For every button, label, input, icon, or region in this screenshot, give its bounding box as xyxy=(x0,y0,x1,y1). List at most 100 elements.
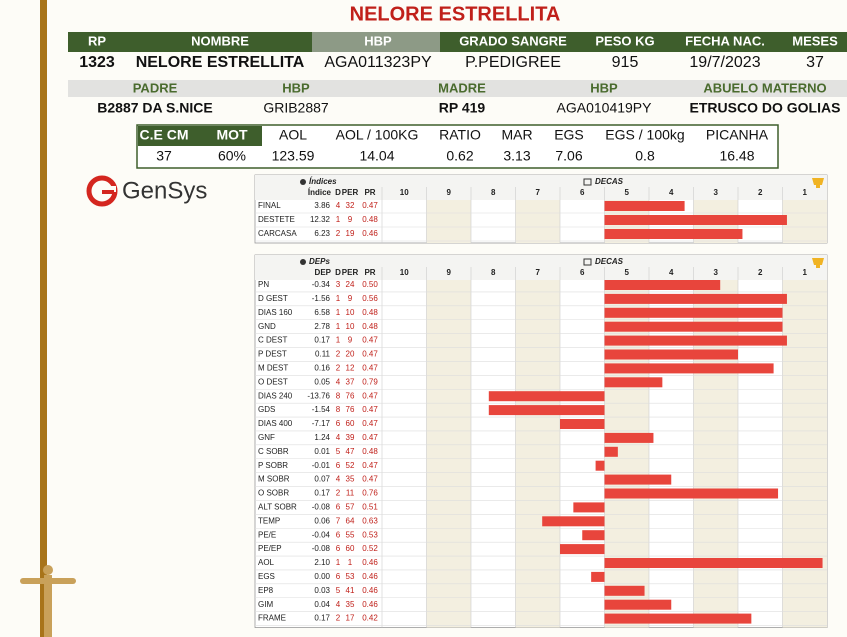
deca-label: 1 xyxy=(803,268,808,277)
animal-value: 1323 xyxy=(79,54,115,71)
row-value: -0.08 xyxy=(312,503,331,512)
row-value: -0.01 xyxy=(312,461,331,470)
bar xyxy=(560,544,605,555)
deca-label: 6 xyxy=(580,188,585,197)
row-value: 0.17 xyxy=(314,489,330,498)
row-d: 2 xyxy=(336,614,341,623)
parents-value: RP 419 xyxy=(439,100,486,116)
bar xyxy=(604,613,752,624)
bar xyxy=(604,201,685,211)
deca-label: 6 xyxy=(580,268,585,277)
row-d: 3 xyxy=(336,280,341,289)
row-pr: 0.47 xyxy=(362,391,378,400)
row-value: 0.00 xyxy=(314,572,330,581)
row-pr: 0.46 xyxy=(362,558,378,567)
row-value: 0.07 xyxy=(314,475,330,484)
row-value: 0.05 xyxy=(314,377,330,386)
parents-header: MADRE xyxy=(438,80,486,95)
row-d: 6 xyxy=(336,461,341,470)
row-per: 35 xyxy=(346,600,355,609)
row-per: 1 xyxy=(348,558,353,567)
row-value: -0.08 xyxy=(312,544,331,553)
row-per: 60 xyxy=(346,419,355,428)
row-d: 6 xyxy=(336,530,341,539)
measures-header: MAR xyxy=(501,127,532,143)
measures-header: C.E CM xyxy=(140,127,189,143)
row-name: DIAS 160 xyxy=(258,308,293,317)
row-name: FRAME xyxy=(258,614,286,623)
animal-header: RP xyxy=(88,33,106,48)
animal-value: NELORE ESTRELLITA xyxy=(136,54,305,71)
row-value: 12.32 xyxy=(310,215,331,224)
row-d: 4 xyxy=(336,600,341,609)
measures-value: 123.59 xyxy=(272,148,315,164)
side-stripe xyxy=(40,0,47,637)
row-pr: 0.47 xyxy=(362,364,378,373)
row-per: 47 xyxy=(346,447,355,456)
row-d: 6 xyxy=(336,544,341,553)
decas-icon xyxy=(583,178,592,186)
deca-label: 7 xyxy=(536,188,541,197)
bar xyxy=(591,571,605,582)
parents-header: HBP xyxy=(282,80,310,95)
bar xyxy=(604,363,774,374)
row-name: M SOBR xyxy=(258,475,290,484)
row-name: P DEST xyxy=(258,350,287,359)
row-per: 12 xyxy=(346,364,355,373)
row-pr: 0.79 xyxy=(362,377,378,386)
deca-label: 9 xyxy=(447,268,452,277)
row-d: 6 xyxy=(336,572,341,581)
measures-header: EGS / 100kg xyxy=(605,127,684,143)
deca-label: 7 xyxy=(536,268,541,277)
row-name: O SOBR xyxy=(258,489,289,498)
measures-value: 16.48 xyxy=(719,148,754,164)
animal-header: MESES xyxy=(792,33,838,48)
row-name: C SOBR xyxy=(258,447,289,456)
bar xyxy=(604,335,787,346)
row-value: 0.17 xyxy=(314,614,330,623)
row-name: M DEST xyxy=(258,364,288,373)
row-value: 0.17 xyxy=(314,336,330,345)
animal-header: FECHA NAC. xyxy=(685,33,765,48)
row-value: -0.04 xyxy=(312,530,331,539)
row-d: 4 xyxy=(336,377,341,386)
decas-title: DECAS xyxy=(595,177,624,186)
row-name: FINAL xyxy=(258,201,281,210)
row-per: 32 xyxy=(346,201,355,210)
row-pr: 0.47 xyxy=(362,405,378,414)
row-per: 52 xyxy=(346,461,355,470)
measures-header: MOT xyxy=(216,127,248,143)
row-name: PE/E xyxy=(258,530,276,539)
row-pr: 0.48 xyxy=(362,322,378,331)
row-per: 41 xyxy=(346,586,355,595)
row-pr: 0.46 xyxy=(362,572,378,581)
measures-header-bg xyxy=(138,126,262,146)
row-name: AOL xyxy=(258,558,275,567)
row-pr: 0.76 xyxy=(362,489,378,498)
row-per: 35 xyxy=(346,475,355,484)
row-d: 5 xyxy=(336,586,341,595)
row-name: GND xyxy=(258,322,276,331)
deca-label: 1 xyxy=(803,188,808,197)
bar xyxy=(604,488,779,499)
row-d: 1 xyxy=(336,215,341,224)
bar xyxy=(604,599,672,610)
row-per: 20 xyxy=(346,350,355,359)
row-name: EP8 xyxy=(258,586,274,595)
deca-label: 8 xyxy=(491,268,496,277)
row-per: 10 xyxy=(346,322,355,331)
measures-header: AOL xyxy=(279,127,307,143)
bar xyxy=(595,460,605,471)
row-pr: 0.52 xyxy=(362,544,378,553)
row-name: GDS xyxy=(258,405,275,414)
deca-label: 3 xyxy=(714,188,719,197)
parents-value: AGA010419PY xyxy=(557,100,653,116)
parents-value: ETRUSCO DO GOLIAS xyxy=(690,100,841,116)
deca-label: 10 xyxy=(400,268,409,277)
animal-value: AGA011323PY xyxy=(324,54,432,71)
row-name: P SOBR xyxy=(258,461,288,470)
column-header: D xyxy=(335,188,341,197)
row-d: 6 xyxy=(336,419,341,428)
row-pr: 0.48 xyxy=(362,308,378,317)
row-pr: 0.47 xyxy=(362,350,378,359)
